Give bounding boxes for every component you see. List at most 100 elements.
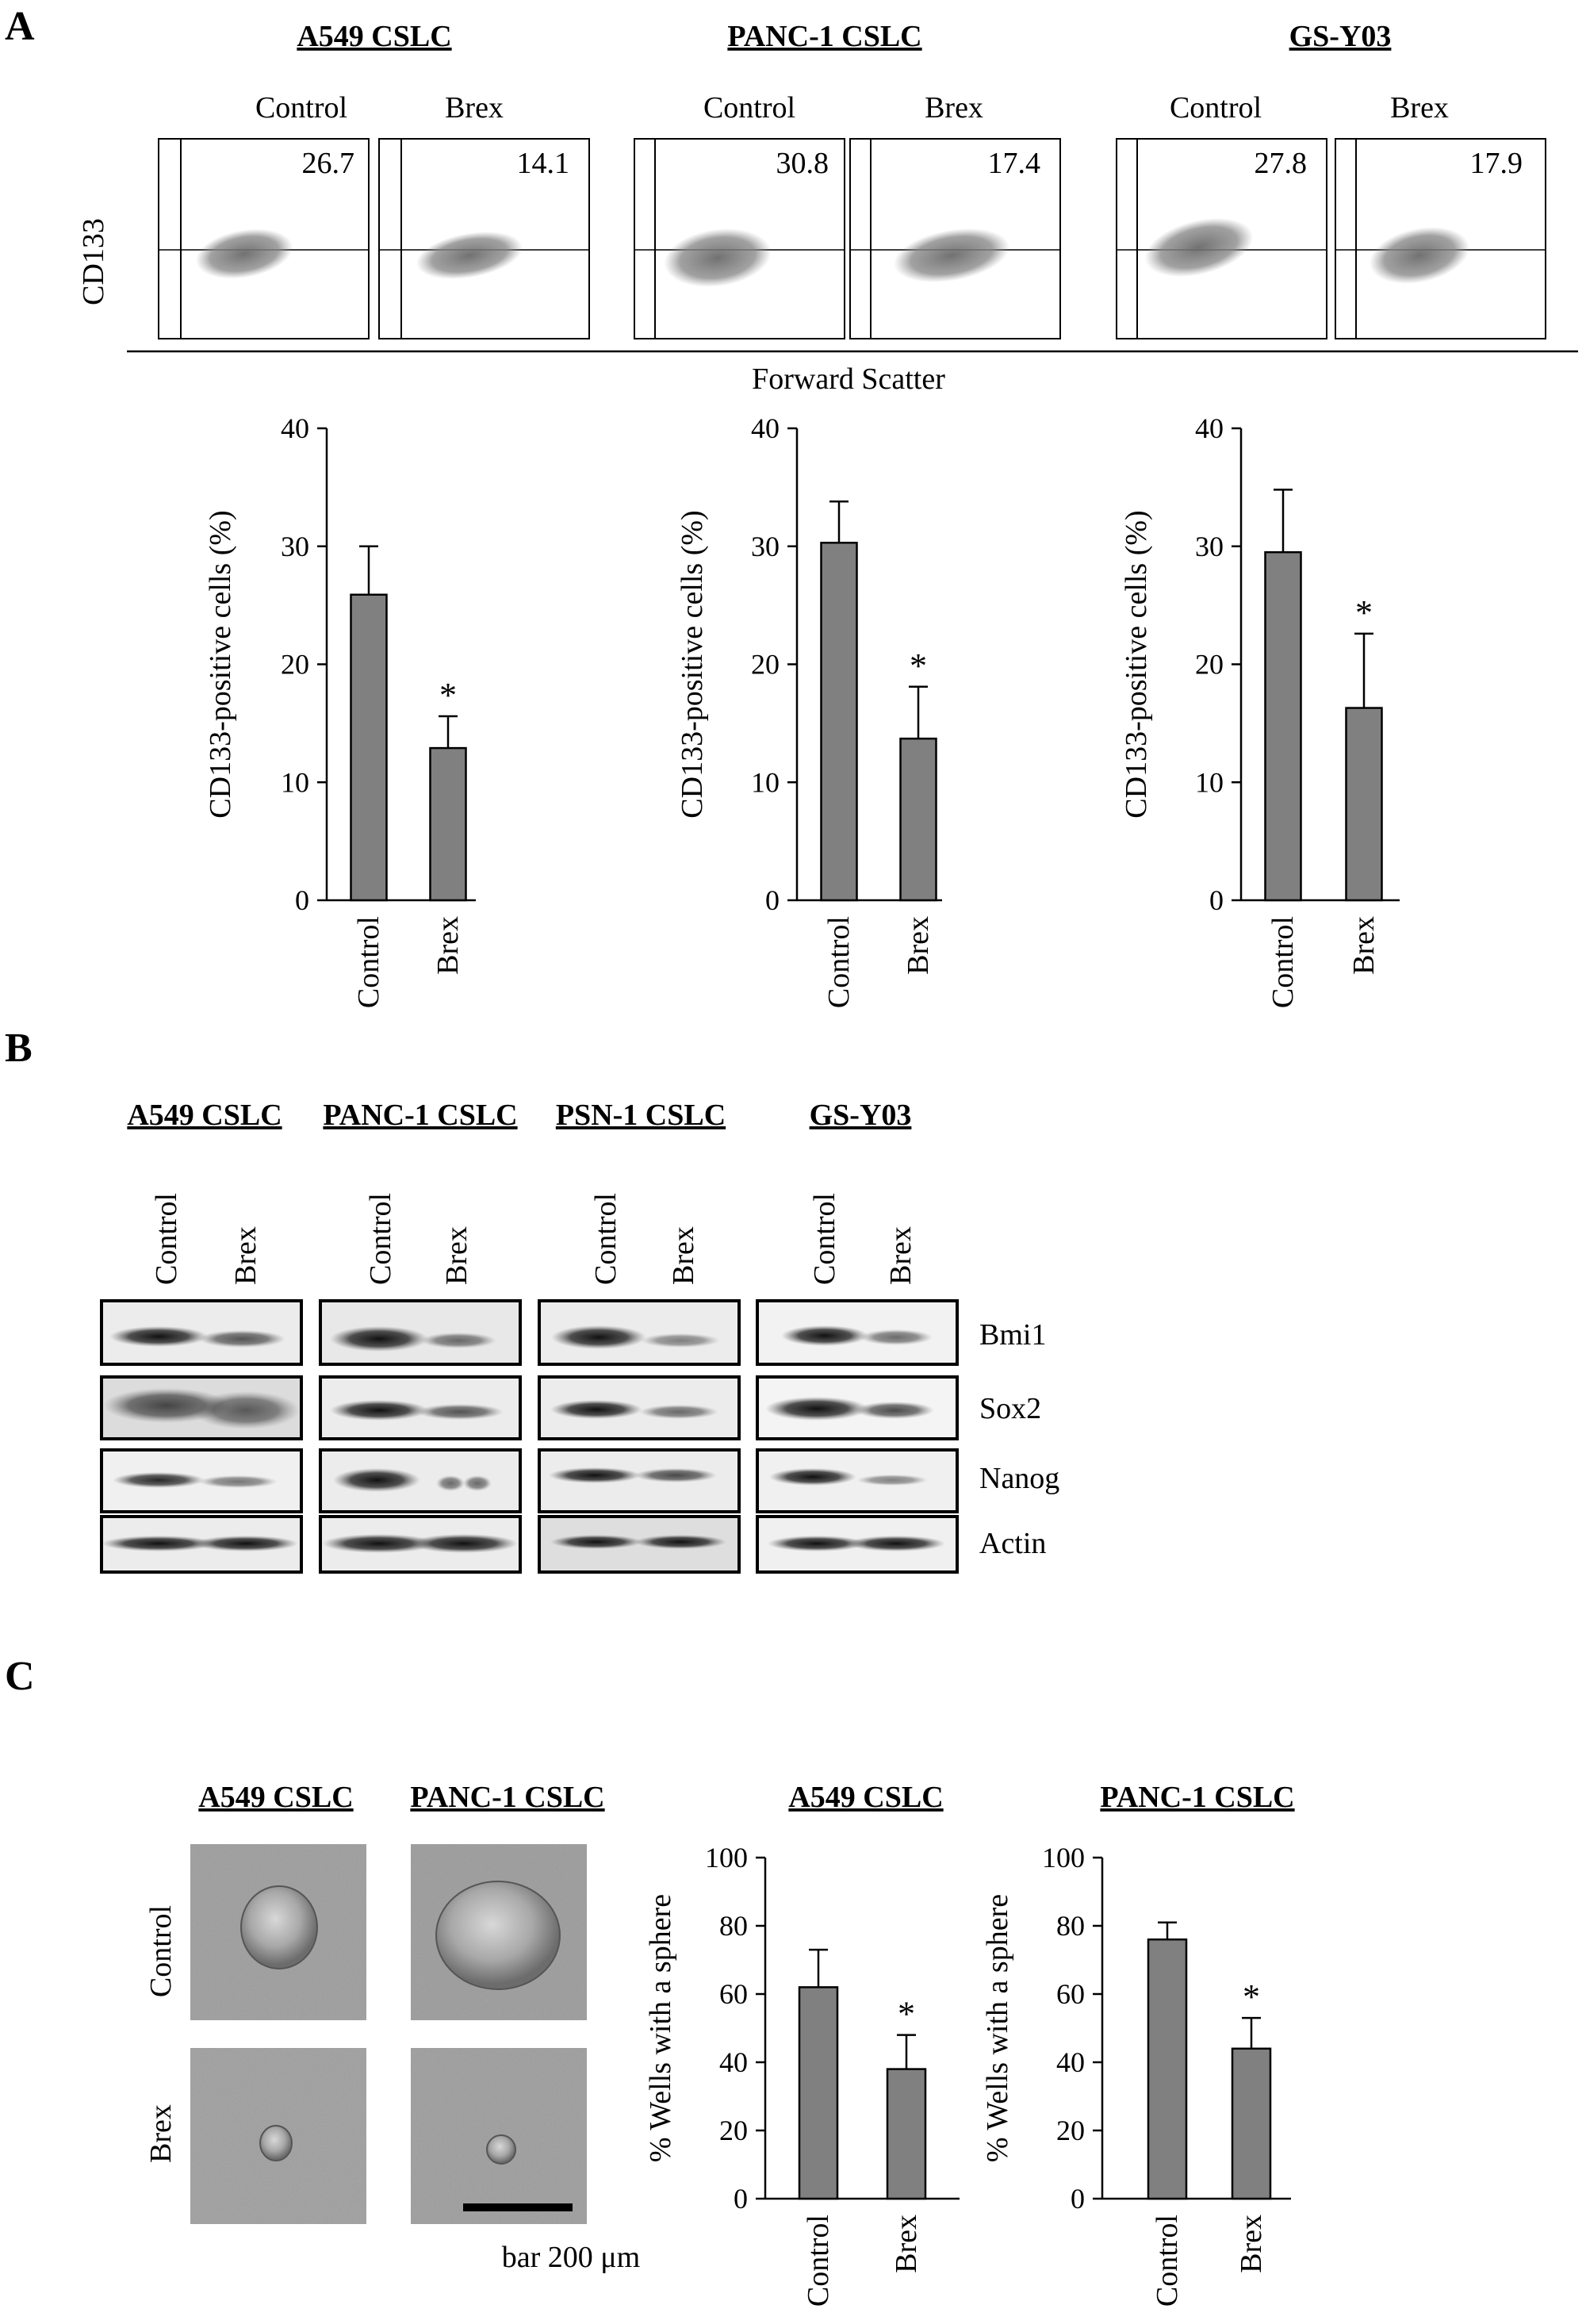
bar-chart-sphere-a549: A549 CSLC 0 20 40 60 80 100 % Wells with a sphe… [644, 1781, 960, 2307]
flow-percent: 17.4 [988, 147, 1041, 180]
chart-title: A549 CSLC [788, 1781, 943, 1814]
y-axis-label: % Wells with a sphere [644, 1894, 677, 2162]
panel-b-letter: B [5, 1026, 33, 1071]
bar [886, 2068, 927, 2200]
blot-title-panc1: PANC-1 CSLC [323, 1099, 517, 1132]
scale-bar-label: bar 200 μm [502, 2241, 640, 2274]
lane-label-brex: Brex [884, 1226, 918, 1285]
flow-label-control: Control [1170, 91, 1262, 125]
flow-percent: 14.1 [517, 147, 570, 180]
blot-title-a549: A549 CSLC [127, 1099, 282, 1132]
image-title-a549: A549 CSLC [198, 1781, 353, 1814]
flow-plot: 27.8 [1116, 138, 1327, 339]
flow-plot: 14.1 [378, 138, 590, 339]
bar [1264, 550, 1302, 902]
flow-x-label: Forward Scatter [752, 362, 945, 396]
x-tick-label: Brex [902, 916, 935, 975]
flow-percent: 17.9 [1470, 147, 1523, 180]
y-axis-label: CD133-positive cells (%) [1120, 510, 1153, 818]
western-blots: Bmi1 Sox2 [100, 1299, 1059, 1574]
blot-row-actin: Actin [100, 1515, 1046, 1574]
y-tick-label: 0 [734, 2183, 748, 2215]
y-tick-label: 30 [751, 531, 780, 562]
blot-title-psn1: PSN-1 CSLC [556, 1099, 726, 1132]
lane-label-brex: Brex [440, 1226, 473, 1285]
flow-group-gsy03: GS-Y03 Control Brex 27.8 17.9 [1116, 20, 1546, 339]
y-tick-label: 40 [1056, 2046, 1085, 2078]
flow-y-label: CD133 [77, 218, 110, 305]
flow-label-control: Control [255, 91, 347, 125]
flow-percent: 26.7 [302, 147, 355, 180]
lane-label-brex: Brex [667, 1226, 700, 1285]
flow-title-gsy03: GS-Y03 [1289, 20, 1392, 53]
image-row-label-brex: Brex [144, 2104, 178, 2163]
flow-label-brex: Brex [925, 91, 983, 125]
flow-label-control: Control [703, 91, 795, 125]
bar-chart-panc1: 0 10 20 30 40 CD133-positive cells (%) Control… [676, 412, 942, 1008]
y-axis-label: % Wells with a sphere [981, 1894, 1014, 2162]
y-tick-label: 10 [281, 766, 309, 798]
flow-percent: 27.8 [1255, 147, 1308, 180]
bar [1345, 707, 1383, 902]
y-tick-label: 80 [1056, 1910, 1085, 1942]
y-tick-label: 40 [1195, 412, 1224, 444]
panel-a-letter: A [5, 4, 35, 49]
y-tick-label: 30 [1195, 531, 1224, 562]
y-tick-label: 40 [751, 412, 780, 444]
protein-label-nanog: Nanog [979, 1462, 1059, 1495]
significance-mark: * [910, 646, 927, 685]
bar [1231, 2047, 1272, 2200]
flow-plot: 30.8 [634, 138, 845, 339]
micrograph [411, 1844, 587, 2020]
y-tick-label: 20 [751, 649, 780, 681]
sphere-images: A549 CSLC PANC-1 CSLC Control Brex bar 2… [144, 1781, 640, 2274]
image-row-label-control: Control [144, 1905, 178, 1997]
significance-mark: * [1355, 593, 1373, 632]
y-tick-label: 10 [751, 766, 780, 798]
y-axis-label: CD133-positive cells (%) [204, 510, 237, 818]
x-tick-label: Control [802, 2215, 835, 2307]
y-tick-label: 100 [1042, 1842, 1085, 1873]
protein-label-actin: Actin [979, 1527, 1046, 1560]
y-tick-label: 20 [719, 2115, 748, 2146]
micrograph [190, 2048, 366, 2224]
y-tick-label: 20 [281, 649, 309, 681]
y-tick-label: 0 [1209, 884, 1224, 916]
bar-chart-a549: 0 10 20 30 40 CD133-positive cells (%) Control… [204, 412, 476, 1008]
scale-bar [463, 2203, 573, 2211]
blot-title-gsy03: GS-Y03 [810, 1099, 912, 1132]
flow-title-panc1: PANC-1 CSLC [727, 20, 921, 53]
x-tick-label: Control [1266, 916, 1300, 1008]
flow-group-a549: A549 CSLC Control Brex 26.7 14.1 [158, 20, 590, 339]
flow-plot: 17.9 [1335, 138, 1546, 339]
flow-group-panc1: PANC-1 CSLC Control Brex 30.8 17.4 [634, 20, 1061, 339]
lane-label-control: Control [364, 1193, 397, 1285]
significance-mark: * [898, 1995, 915, 2034]
flow-label-brex: Brex [1390, 91, 1449, 125]
lane-label-brex: Brex [229, 1226, 262, 1285]
micrograph [190, 1844, 366, 2020]
flow-plot: 26.7 [158, 138, 370, 339]
blot-headers: A549 CSLC PANC-1 CSLC PSN-1 CSLC GS-Y03 [127, 1099, 911, 1132]
x-tick-label: Control [1151, 2215, 1184, 2307]
flow-percent: 30.8 [776, 147, 829, 180]
flow-title-a549: A549 CSLC [297, 20, 451, 53]
y-tick-label: 20 [1195, 649, 1224, 681]
lane-label-control: Control [150, 1193, 183, 1285]
x-tick-label: Control [352, 916, 385, 1008]
panel-c-letter: C [5, 1654, 35, 1699]
y-axis-label: CD133-positive cells (%) [676, 510, 709, 818]
blot-lane-labels: Control Brex Control Brex Control Brex C… [150, 1193, 918, 1285]
y-tick-label: 0 [1071, 2183, 1085, 2215]
bar [429, 746, 467, 902]
x-tick-label: Control [822, 916, 856, 1008]
flow-label-brex: Brex [445, 91, 504, 125]
bar-chart-sphere-panc1: PANC-1 CSLC 0 20 40 60 80 100 % Wells with a sp… [981, 1781, 1295, 2307]
micrograph [411, 2048, 587, 2224]
bar [350, 593, 388, 902]
blot-row-nanog: Nanog [100, 1448, 1059, 1513]
x-tick-label: Brex [431, 916, 465, 975]
protein-label-sox2: Sox2 [979, 1392, 1041, 1425]
y-tick-label: 30 [281, 531, 309, 562]
